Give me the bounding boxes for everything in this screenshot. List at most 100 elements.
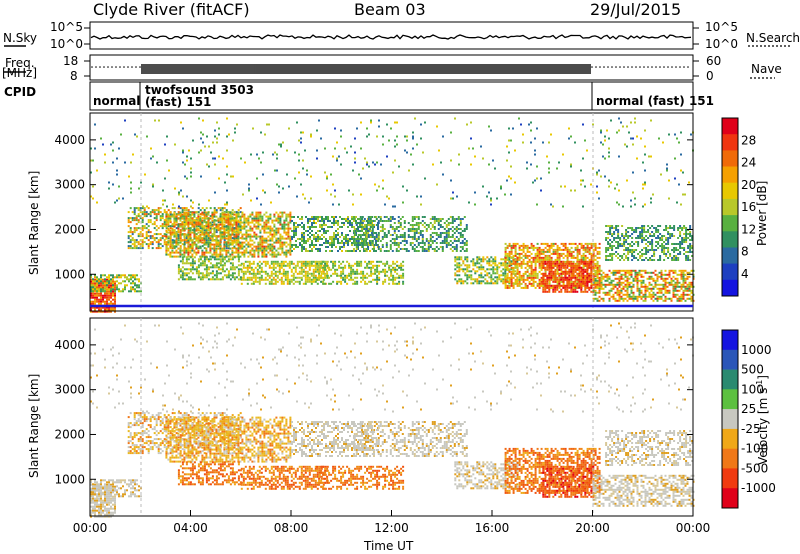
power-cell [175,223,178,226]
power-cell [403,236,406,238]
power-cell [104,288,106,291]
power-cell [351,236,353,238]
power-cell [396,260,399,263]
power-cell [285,233,288,236]
power-cell [179,219,182,222]
power-cell [326,270,329,273]
power-cell [317,216,319,218]
power-cell [203,237,206,240]
power-cell [259,231,262,234]
power-cell [269,213,272,216]
power-cell [169,211,172,214]
power-cell [407,230,410,232]
power-cell [120,290,122,293]
power-cell [247,215,250,218]
power-cell [282,282,285,285]
power-cell [219,209,222,212]
power-cell [245,231,248,234]
power-cell [514,280,517,283]
power-cell [395,234,398,236]
power-cell [421,230,424,232]
power-cell [373,238,376,240]
power-cell [462,268,465,271]
power-cell [361,246,364,248]
power-cell [580,272,583,275]
power-cell [201,227,204,230]
power-cell [394,278,397,281]
power-cell [291,250,293,252]
power-cell [300,262,303,265]
power-cell [285,227,288,230]
power-cell [304,282,307,285]
power-cell [530,284,533,287]
power-cell [243,227,246,230]
power-cell [283,227,286,230]
power-cell [149,213,152,216]
power-cell [556,252,559,255]
power-cell [512,256,515,259]
power-cell [538,280,541,283]
power-cell [221,233,224,236]
power-cell [313,246,315,248]
power-cell [518,274,521,277]
power-cell [546,276,549,279]
power-cell [594,269,597,272]
power-cell [245,251,248,254]
power-cell [217,241,220,244]
power-cell [417,242,420,244]
power-cell [447,222,450,224]
power-cell [92,306,94,309]
power-cell [310,264,313,267]
power-cell [269,245,272,248]
power-cell [421,248,424,250]
power-cell [324,262,327,265]
power-cell [106,290,108,293]
power-cell [157,211,160,214]
power-cell [466,274,469,277]
power-cell [371,220,373,222]
power-cell [534,268,537,271]
power-cell [90,288,92,291]
power-cell [169,241,172,244]
power-cell [411,248,414,250]
power-cell [373,232,376,234]
power-cell [480,258,483,261]
power-cell [598,272,601,275]
power-cell [323,224,325,226]
power-cell [127,217,130,220]
power-cell [272,260,275,263]
power-cell [466,276,469,279]
power-cell [264,260,267,263]
power-cell [272,264,275,267]
power-cell [207,221,210,224]
power-cell [568,262,571,265]
power-cell [323,218,325,220]
power-cell [240,270,243,273]
power-cell [311,216,313,218]
power-cell [132,274,134,277]
power-cell [195,221,198,224]
power-cell [159,233,162,236]
power-cell [462,260,465,263]
power-cell [334,272,337,275]
power-cell [387,232,390,234]
power-cell [596,291,599,294]
power-cell [163,221,166,224]
power-cell [460,280,463,283]
power-cell [431,236,434,238]
power-cell [273,241,276,244]
nave-dot [627,66,629,68]
power-cell [257,217,260,220]
power-cell [215,251,218,254]
power-cell [199,209,202,212]
power-cell [183,207,186,210]
power-cell [520,262,523,265]
freq-series [141,64,591,74]
power-cell [139,211,142,214]
power-cell [333,244,335,246]
power-cell [596,286,599,289]
power-cell [339,246,341,248]
power-cell [556,278,559,281]
power-cell [213,209,216,212]
power-cell [478,266,481,269]
